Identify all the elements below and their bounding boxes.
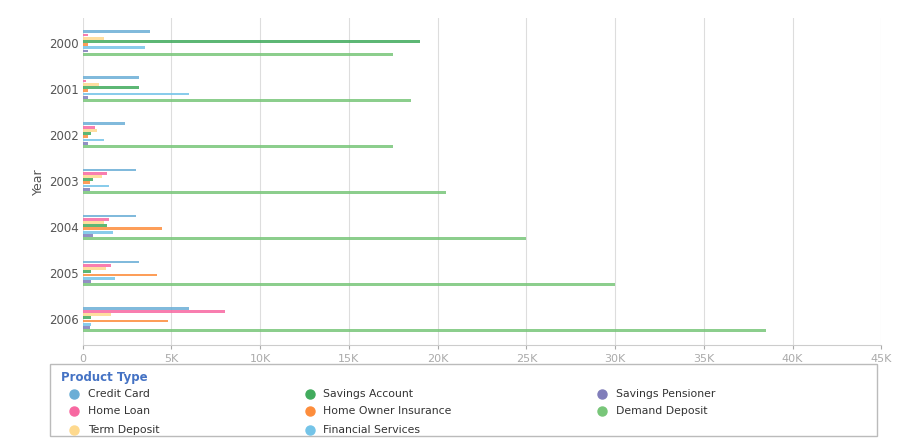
Bar xyxy=(83,221,104,224)
Text: Home Owner Insurance: Home Owner Insurance xyxy=(323,406,452,416)
Bar xyxy=(83,316,92,319)
Bar xyxy=(83,310,225,313)
Bar xyxy=(83,234,94,237)
Bar xyxy=(83,96,88,99)
Bar xyxy=(83,271,92,273)
Bar xyxy=(83,168,136,171)
Bar xyxy=(83,329,766,332)
Bar xyxy=(83,188,90,191)
Bar xyxy=(83,185,109,187)
Bar xyxy=(83,261,140,263)
Bar xyxy=(83,80,86,83)
Bar xyxy=(83,172,107,175)
Text: Financial Services: Financial Services xyxy=(323,425,420,435)
X-axis label: Customers: Customers xyxy=(448,368,516,381)
Bar xyxy=(83,326,90,329)
Bar xyxy=(83,99,411,102)
Bar xyxy=(83,218,109,221)
Bar xyxy=(83,145,393,148)
Bar xyxy=(83,126,95,129)
Bar xyxy=(83,46,145,49)
Bar xyxy=(83,122,125,125)
Bar xyxy=(83,280,92,283)
Text: Term Deposit: Term Deposit xyxy=(88,425,159,435)
Bar xyxy=(83,34,88,36)
Bar xyxy=(83,320,168,323)
Bar xyxy=(83,135,88,138)
Text: Home Loan: Home Loan xyxy=(88,406,150,416)
Bar xyxy=(83,323,92,326)
Bar xyxy=(83,191,446,194)
Y-axis label: Year: Year xyxy=(31,168,45,194)
FancyBboxPatch shape xyxy=(50,364,877,436)
Bar xyxy=(83,274,157,276)
Bar xyxy=(83,92,189,95)
Bar xyxy=(83,132,92,135)
Text: Demand Deposit: Demand Deposit xyxy=(616,406,707,416)
Bar xyxy=(83,40,420,43)
Text: Credit Card: Credit Card xyxy=(88,389,150,399)
Bar xyxy=(83,139,104,141)
Bar xyxy=(83,76,140,79)
Bar xyxy=(83,43,88,46)
Bar xyxy=(83,283,615,286)
Bar xyxy=(83,37,104,40)
Text: Savings Account: Savings Account xyxy=(323,389,413,399)
Bar xyxy=(83,313,111,316)
Bar xyxy=(83,231,113,233)
Bar xyxy=(83,181,90,184)
Bar xyxy=(83,267,106,270)
Bar xyxy=(83,214,136,217)
Bar xyxy=(83,175,102,178)
Bar xyxy=(83,237,526,240)
Text: Savings Pensioner: Savings Pensioner xyxy=(616,389,715,399)
Bar xyxy=(83,50,88,53)
Bar xyxy=(83,228,162,230)
Bar xyxy=(83,53,393,56)
Bar xyxy=(83,142,88,145)
Bar xyxy=(83,89,88,92)
Bar xyxy=(83,178,94,181)
Bar xyxy=(83,30,150,33)
Bar xyxy=(83,224,107,227)
Bar xyxy=(83,86,140,89)
Bar xyxy=(83,307,189,309)
Text: Product Type: Product Type xyxy=(61,371,148,385)
Bar xyxy=(83,277,115,280)
Bar xyxy=(83,129,96,132)
Bar xyxy=(83,264,111,267)
Bar xyxy=(83,83,98,86)
